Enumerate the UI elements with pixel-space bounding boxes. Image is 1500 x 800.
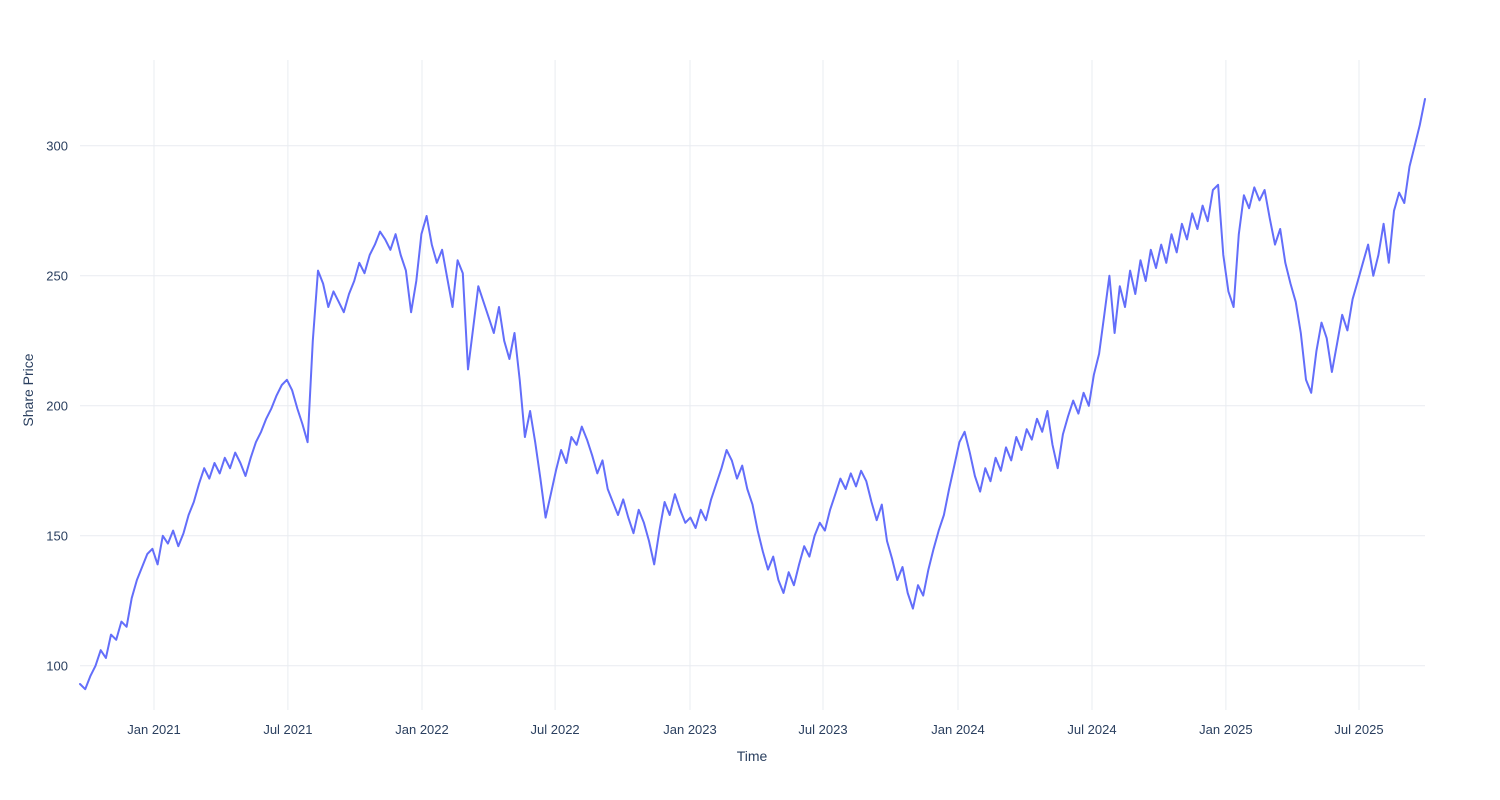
x-tick-label: Jul 2023 — [798, 722, 847, 737]
x-axis-title: Time — [736, 748, 768, 764]
x-tick-label: Jul 2021 — [263, 722, 312, 737]
y-tick-label: 300 — [46, 138, 68, 153]
x-tick-label: Jan 2024 — [931, 722, 985, 737]
x-tick-label: Jul 2024 — [1067, 722, 1116, 737]
y-axis-title: Share Price — [20, 353, 36, 427]
y-tick-label: 100 — [46, 658, 68, 673]
share-price-line[interactable] — [79, 98, 1426, 691]
x-tick-label: Jan 2022 — [395, 722, 449, 737]
x-tick-label: Jul 2025 — [1334, 722, 1383, 737]
x-tick-label: Jan 2025 — [1199, 722, 1253, 737]
y-tick-label: 250 — [46, 268, 68, 283]
x-tick-label: Jul 2022 — [531, 722, 580, 737]
y-tick-label: 150 — [46, 528, 68, 543]
x-tick-label: Jan 2021 — [127, 722, 181, 737]
y-tick-label: 200 — [46, 398, 68, 413]
x-tick-label: Jan 2023 — [663, 722, 717, 737]
